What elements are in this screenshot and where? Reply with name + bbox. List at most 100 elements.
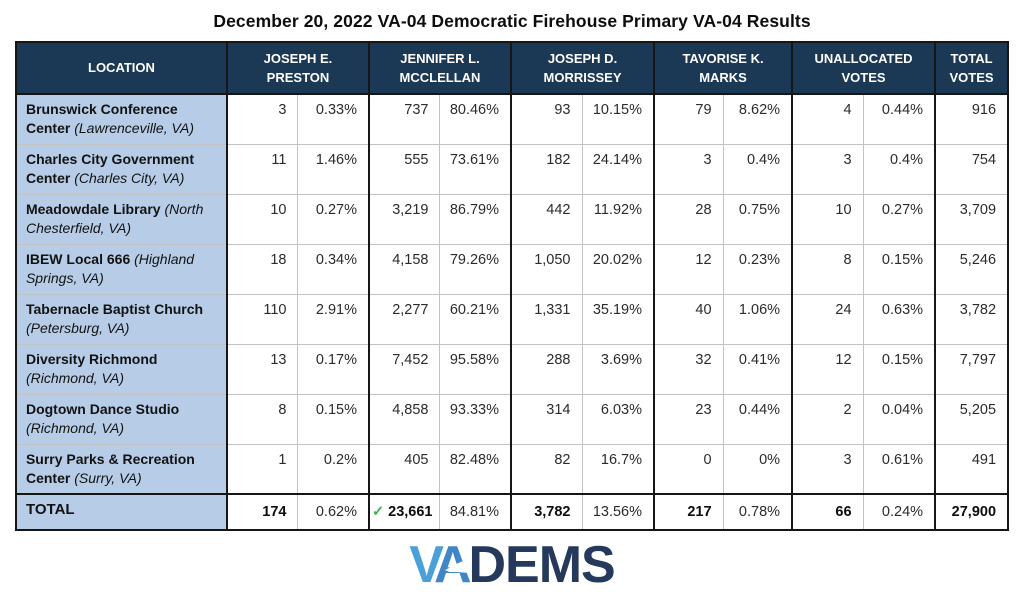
percent-cell: 0.41% bbox=[722, 344, 793, 394]
percent-cell: 0.15% bbox=[862, 344, 936, 394]
header-row: LOCATION JOSEPH E. PRESTON JENNIFER L. M… bbox=[15, 42, 1009, 94]
logo-va: VA bbox=[409, 536, 473, 594]
table-row: Surry Parks & Recreation Center (Surry, … bbox=[15, 444, 1009, 494]
votes-cell: 93 bbox=[510, 94, 582, 144]
percent-cell: 0.27% bbox=[297, 194, 369, 244]
location-place: (Highland Springs, VA) bbox=[25, 250, 195, 286]
votes-cell: 555 bbox=[367, 144, 440, 194]
location-place: (Petersburg, VA) bbox=[25, 319, 130, 336]
votes-cell: 4 bbox=[791, 94, 864, 144]
col-header-location: LOCATION bbox=[15, 42, 227, 94]
logo-letter-v: V bbox=[409, 536, 444, 594]
percent-cell: 0.15% bbox=[862, 244, 936, 294]
location-cell: IBEW Local 666 (Highland Springs, VA) bbox=[15, 244, 227, 294]
table-row: Diversity Richmond (Richmond, VA) 13 0.17%… bbox=[15, 344, 1009, 394]
percent-cell: 0.34% bbox=[297, 244, 369, 294]
percent-cell: 0% bbox=[722, 444, 793, 494]
location-name: Diversity Richmond bbox=[25, 350, 158, 367]
location-name: IBEW Local 666 bbox=[25, 250, 131, 267]
votes-cell: 3 bbox=[791, 444, 864, 494]
percent-cell: 0.4% bbox=[722, 144, 793, 194]
total-votes-cell: 754 bbox=[934, 144, 1009, 194]
location-place: (Richmond, VA) bbox=[25, 419, 125, 436]
votes-cell: 2,277 bbox=[367, 294, 440, 344]
votes-cell: 1,331 bbox=[510, 294, 582, 344]
percent-cell: 0.61% bbox=[862, 444, 936, 494]
percent-cell: 0.24% bbox=[862, 494, 936, 530]
location-cell: Meadowdale Library (North Chesterfield, … bbox=[15, 194, 227, 244]
percent-cell: 82.48% bbox=[439, 444, 511, 494]
location-cell: Brunswick Conference Center (Lawrencevil… bbox=[15, 94, 227, 144]
total-votes-cell: 3,709 bbox=[934, 194, 1009, 244]
votes-cell: 23 bbox=[653, 394, 724, 444]
percent-cell: 24.14% bbox=[581, 144, 655, 194]
votes-cell: 79 bbox=[653, 94, 724, 144]
logo-text-dems: DEMS bbox=[468, 536, 616, 594]
percent-cell: 0.15% bbox=[297, 394, 369, 444]
results-body: Brunswick Conference Center (Lawrencevil… bbox=[15, 94, 1009, 530]
vadems-logo: VA DEMS bbox=[0, 539, 1024, 591]
location-cell: Charles City Government Center (Charles … bbox=[15, 144, 227, 194]
votes-cell: 1 bbox=[225, 444, 298, 494]
location-cell: Tabernacle Baptist Church (Petersburg, V… bbox=[15, 294, 227, 344]
total-label: TOTAL bbox=[15, 494, 227, 530]
percent-cell: 6.03% bbox=[581, 394, 655, 444]
votes-cell: 110 bbox=[225, 294, 298, 344]
votes-cell: 2 bbox=[791, 394, 864, 444]
percent-cell: 0.62% bbox=[297, 494, 369, 530]
percent-cell: 95.58% bbox=[439, 344, 511, 394]
percent-cell: 84.81% bbox=[439, 494, 511, 530]
votes-cell: 8 bbox=[791, 244, 864, 294]
votes-cell: 405 bbox=[367, 444, 440, 494]
total-votes-cell: 491 bbox=[934, 444, 1009, 494]
total-votes-cell: 27,900 bbox=[934, 494, 1009, 530]
page-title: December 20, 2022 VA-04 Democratic Fireh… bbox=[213, 11, 811, 31]
votes-cell: 314 bbox=[510, 394, 582, 444]
votes-cell: 0 bbox=[653, 444, 724, 494]
votes-cell: 40 bbox=[653, 294, 724, 344]
votes-cell: 8 bbox=[225, 394, 298, 444]
total-votes-cell: 7,797 bbox=[934, 344, 1009, 394]
percent-cell: 0.17% bbox=[297, 344, 369, 394]
votes-cell: 12 bbox=[653, 244, 724, 294]
votes-cell: 18 bbox=[225, 244, 298, 294]
votes-cell: 10 bbox=[791, 194, 864, 244]
votes-cell: 174 bbox=[225, 494, 298, 530]
winner-check-icon: ✓ bbox=[371, 504, 385, 520]
votes-cell: 82 bbox=[510, 444, 582, 494]
location-name: Surry Parks & Recreation Center bbox=[25, 450, 195, 486]
col-header-preston: JOSEPH E. PRESTON bbox=[225, 42, 369, 94]
votes-cell: 4,858 bbox=[367, 394, 440, 444]
percent-cell: 0.04% bbox=[862, 394, 936, 444]
votes-cell: 4,158 bbox=[367, 244, 440, 294]
percent-cell: 8.62% bbox=[722, 94, 793, 144]
location-name: Brunswick Conference Center bbox=[25, 101, 178, 137]
votes-cell: 442 bbox=[510, 194, 582, 244]
table-row: Charles City Government Center (Charles … bbox=[15, 144, 1009, 194]
percent-cell: 0.63% bbox=[862, 294, 936, 344]
location-place: (North Chesterfield, VA) bbox=[25, 200, 204, 236]
percent-cell: 0.23% bbox=[722, 244, 793, 294]
percent-cell: 73.61% bbox=[439, 144, 511, 194]
col-header-unallocated: UNALLOCATED VOTES bbox=[791, 42, 936, 94]
votes-cell: 24 bbox=[791, 294, 864, 344]
percent-cell: 80.46% bbox=[439, 94, 511, 144]
table-row: IBEW Local 666 (Highland Springs, VA) 18 0… bbox=[15, 244, 1009, 294]
votes-cell: 11 bbox=[225, 144, 298, 194]
percent-cell: 0.33% bbox=[297, 94, 369, 144]
total-row: TOTAL 174 0.62% ✓ 23,661 84.81% 3,782 13.56% 217… bbox=[15, 494, 1009, 530]
votes-cell: 28 bbox=[653, 194, 724, 244]
percent-cell: 0.75% bbox=[722, 194, 793, 244]
table-row: Brunswick Conference Center (Lawrencevil… bbox=[15, 94, 1009, 144]
table-header: LOCATION JOSEPH E. PRESTON JENNIFER L. M… bbox=[15, 42, 1009, 94]
percent-cell: 13.56% bbox=[581, 494, 655, 530]
percent-cell: 16.7% bbox=[581, 444, 655, 494]
percent-cell: 1.46% bbox=[297, 144, 369, 194]
percent-cell: 86.79% bbox=[439, 194, 511, 244]
percent-cell: 0.4% bbox=[862, 144, 936, 194]
votes-cell: 10 bbox=[225, 194, 298, 244]
location-name: Dogtown Dance Studio bbox=[25, 400, 180, 417]
col-header-morrissey: JOSEPH D. MORRISSEY bbox=[509, 42, 655, 94]
votes-cell: 13 bbox=[225, 344, 298, 394]
percent-cell: 35.19% bbox=[581, 294, 655, 344]
